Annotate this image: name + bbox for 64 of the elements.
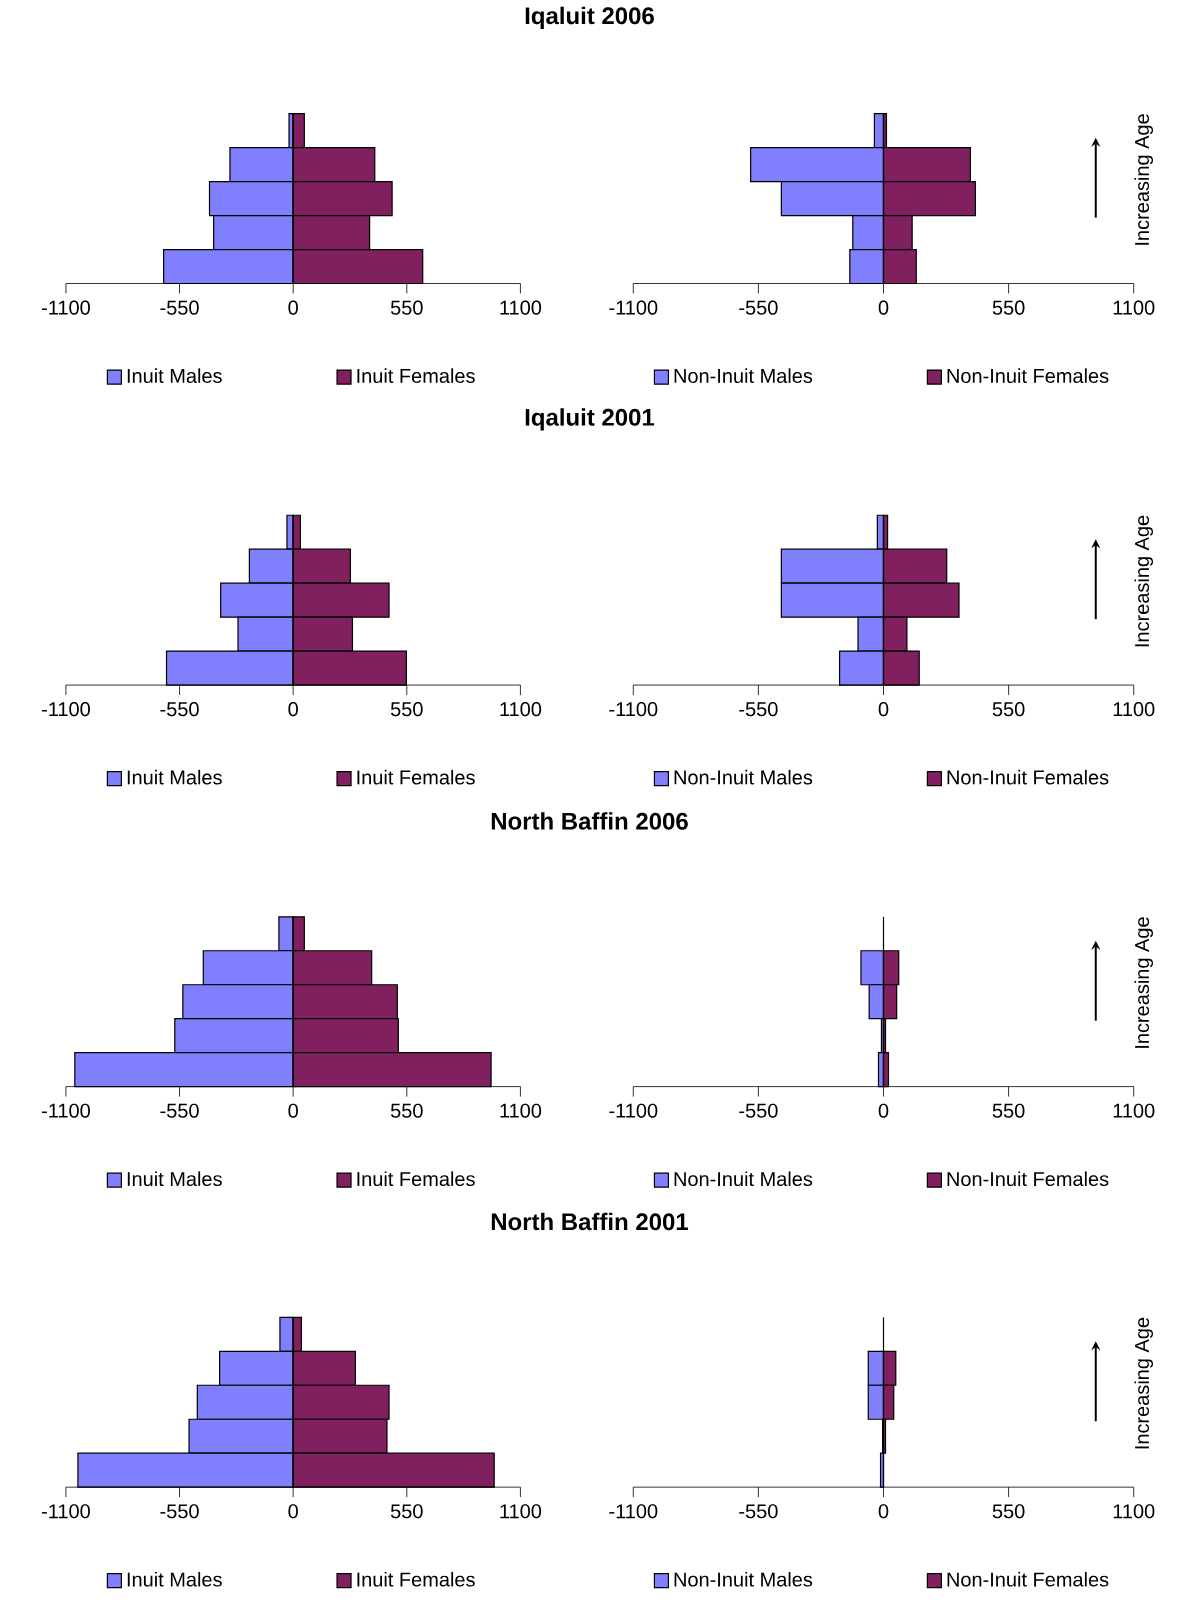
legend-label: Non-Inuit Females: [947, 368, 1109, 383]
legend-label: Non-Inuit Females: [947, 1171, 1109, 1187]
legend-label: Inuit Females: [357, 1571, 475, 1587]
legend-label: Inuit Males: [128, 1571, 222, 1587]
x-tick-label: -550: [160, 702, 199, 717]
x-tick-label: -550: [160, 1504, 199, 1519]
x-tick-label: -550: [739, 300, 778, 315]
x-tick-label: 0: [288, 702, 299, 717]
x-tick-label: 0: [878, 1103, 889, 1118]
x-tick-label: 1100: [1113, 1103, 1155, 1118]
x-tick-label: 550: [391, 702, 423, 717]
x-tick-label: 1100: [1113, 300, 1155, 315]
x-tick-label: 1100: [500, 1504, 542, 1519]
x-tick-label: 1100: [500, 702, 542, 717]
text: Iqaluit 2006: [525, 6, 655, 30]
legend-label: Inuit Males: [128, 1171, 222, 1187]
x-tick-label: -550: [739, 702, 778, 717]
x-tick-label: 0: [288, 1504, 299, 1519]
y-axis-title: Increasing Age: [1134, 114, 1154, 245]
text: North Baffin 2006: [492, 812, 689, 830]
x-tick-label: 1100: [500, 300, 542, 315]
x-tick-label: 1100: [1113, 702, 1155, 717]
x-tick-label: -1100: [42, 1504, 91, 1519]
x-tick-label: 0: [878, 300, 889, 315]
x-tick-label: 1100: [500, 1103, 542, 1118]
legend-label: Inuit Females: [357, 368, 475, 383]
x-tick-label: -1100: [609, 1504, 658, 1519]
x-tick-label: -1100: [609, 702, 658, 717]
legend-label: Non-Inuit Males: [674, 368, 813, 383]
x-tick-label: -550: [739, 1504, 778, 1519]
y-axis-title: Increasing Age: [1134, 1317, 1154, 1449]
x-tick-label: 0: [878, 1504, 889, 1519]
legend-label: Inuit Males: [128, 368, 222, 383]
x-tick-label: 0: [878, 702, 889, 717]
text: Iqaluit 2001: [525, 408, 655, 431]
x-tick-label: -1100: [42, 300, 91, 315]
x-tick-label: -550: [739, 1103, 778, 1118]
legend-label: Non-Inuit Females: [947, 769, 1109, 785]
x-tick-label: 550: [992, 300, 1025, 315]
legend-label: Non-Inuit Males: [674, 769, 813, 785]
legend-label: Non-Inuit Males: [674, 1171, 813, 1187]
legend-label: Non-Inuit Females: [947, 1571, 1109, 1587]
x-tick-label: -1100: [42, 1103, 91, 1118]
y-axis-title: Increasing Age: [1134, 917, 1154, 1048]
legend-label: Inuit Females: [357, 1171, 475, 1187]
y-axis-title: Increasing Age: [1134, 515, 1154, 647]
legend-label: Non-Inuit Males: [674, 1571, 813, 1587]
x-tick-label: 550: [391, 1103, 423, 1118]
x-tick-label: 550: [992, 1103, 1025, 1118]
x-tick-label: -550: [160, 300, 199, 315]
text: North Baffin 2001: [492, 1212, 689, 1231]
legend-label: Inuit Females: [357, 769, 475, 785]
x-tick-label: -1100: [42, 702, 91, 717]
x-tick-label: -1100: [609, 1103, 658, 1118]
x-tick-label: 0: [288, 1103, 299, 1118]
x-tick-label: 550: [992, 1504, 1025, 1519]
x-tick-label: 550: [391, 300, 423, 315]
x-tick-label: 1100: [1113, 1504, 1155, 1519]
x-tick-label: 550: [992, 702, 1025, 717]
x-tick-label: -1100: [609, 300, 658, 315]
x-tick-label: 550: [391, 1504, 423, 1519]
legend-label: Inuit Males: [128, 769, 222, 785]
x-tick-label: -550: [160, 1103, 199, 1118]
x-tick-label: 0: [288, 300, 299, 315]
